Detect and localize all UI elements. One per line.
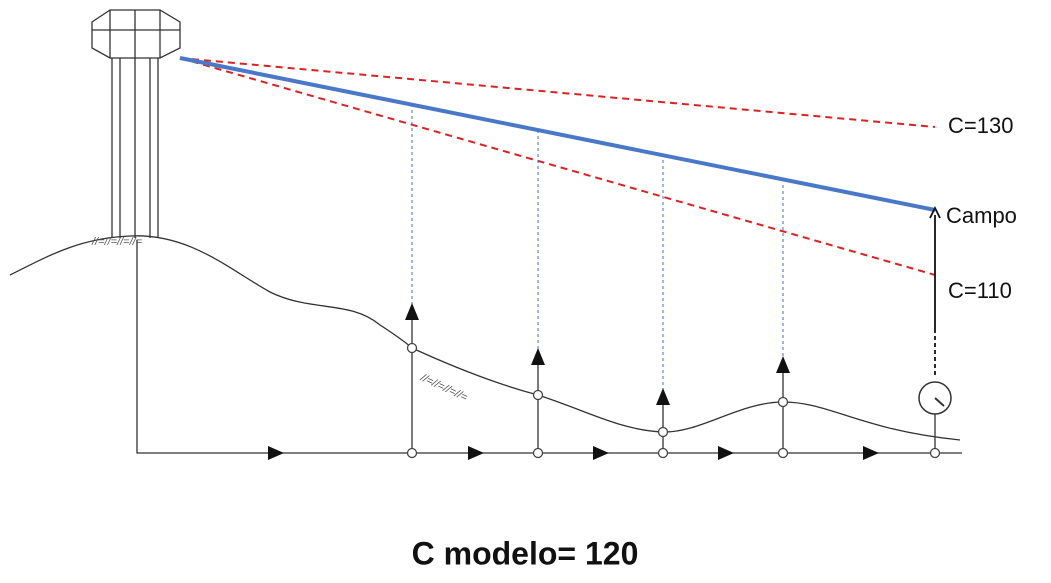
ground-profile [9, 235, 961, 441]
soil-hatch: //=//=//=//= [418, 371, 470, 404]
line-campo [179, 56, 936, 212]
title: C modelo= 120 [412, 535, 639, 571]
label-c130: C=130 [948, 113, 1013, 138]
line-c110 [179, 57, 936, 276]
label-c110: C=110 [948, 278, 1012, 303]
line-c130 [179, 57, 936, 128]
pipe-baseline [136, 240, 962, 454]
flow-arrows [268, 446, 879, 460]
soil-hatch: //=//=//=//= [91, 236, 143, 248]
label-campo: Campo [946, 203, 1017, 228]
pressure-gauge [918, 205, 952, 449]
nodes [406, 342, 941, 459]
water-tower: //=//=//=//= [91, 9, 181, 248]
node-risers [405, 303, 790, 453]
